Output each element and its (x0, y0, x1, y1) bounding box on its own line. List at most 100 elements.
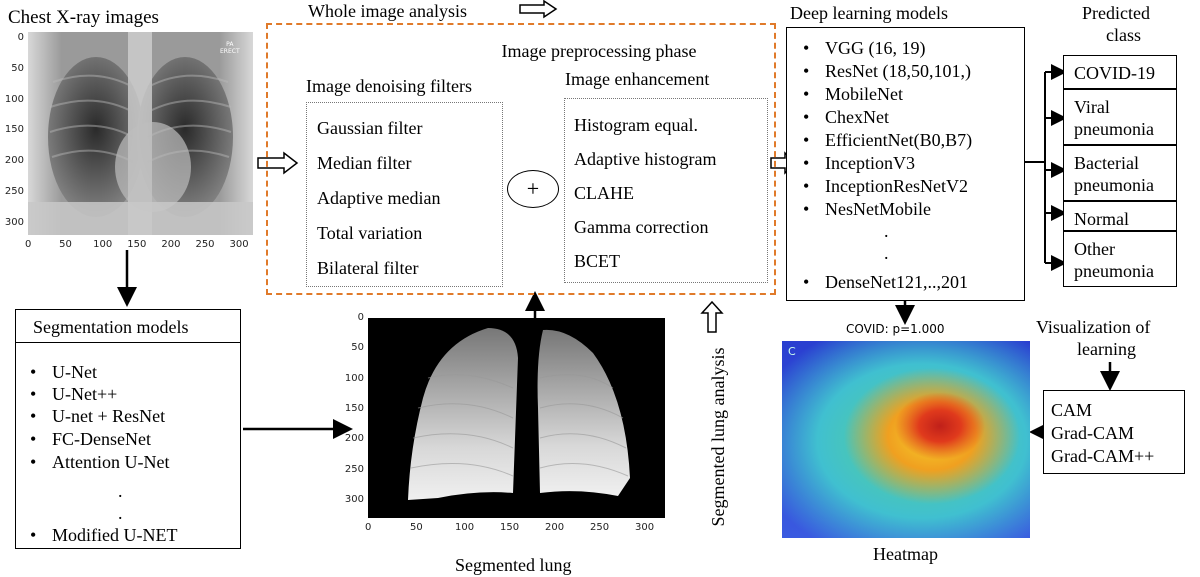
predicted-class-label: pneumonia (1074, 175, 1154, 195)
segmentation-model-item: U-Net (30, 362, 97, 383)
denoising-filter-item: Total variation (317, 223, 423, 243)
x-tick-label: 0 (25, 239, 32, 250)
denoising-title: Image denoising filters (306, 76, 472, 96)
y-tick-label: 200 (4, 155, 24, 167)
enhancement-title: Image enhancement (565, 69, 710, 89)
visualization-method-item: Grad-CAM (1051, 423, 1134, 443)
predicted-class-box: Other pneumonia (1063, 231, 1177, 287)
x-tick-label: 200 (545, 522, 565, 533)
visualization-box (1043, 390, 1185, 474)
y-tick-label: 150 (4, 124, 24, 136)
y-tick-label: 0 (17, 32, 24, 43)
dl-dot-2: . (884, 243, 889, 263)
segmentation-model-item: Attention U-Net (30, 452, 170, 473)
segmented-lung-image (368, 318, 665, 518)
x-tick-label: 250 (195, 239, 215, 250)
enhancement-item: Histogram equal. (574, 115, 698, 135)
whole-image-label: Whole image analysis (308, 1, 467, 21)
segmentation-model-item: FC-DenseNet (30, 429, 151, 450)
dl-dot-1: . (884, 221, 889, 241)
y-tick-label: 150 (344, 402, 364, 414)
segmented-lung-illustration (408, 328, 630, 500)
heatmap-corner-mark: C (788, 345, 796, 358)
chest-xray-image: PA ERECT (28, 32, 253, 235)
segmentation-model-item: U-net + ResNet (30, 406, 165, 427)
enhancement-item: Adaptive histogram (574, 149, 717, 169)
predicted-class-label: Normal (1074, 209, 1129, 229)
predicted-class-label: Viral (1074, 97, 1110, 117)
enhancement-item: CLAHE (574, 183, 634, 203)
y-tick-label: 250 (344, 463, 364, 475)
xray-marker: PA ERECT (220, 41, 240, 55)
predicted-class-label: Other (1074, 239, 1115, 259)
preprocessing-phase-box (266, 23, 776, 295)
y-tick-label: 50 (11, 62, 24, 74)
y-tick-label: 300 (4, 216, 24, 228)
predicted-class-label: Bacterial (1074, 153, 1139, 173)
deep-learning-model-item: ChexNet (803, 107, 889, 128)
predicted-class-label: pneumonia (1074, 261, 1154, 281)
x-tick-label: 100 (455, 522, 475, 533)
y-tick-label: 250 (4, 185, 24, 197)
deep-learning-model-item: EfficientNet(B0,B7) (803, 130, 972, 151)
preprocessing-title: Image preprocessing phase (501, 41, 697, 61)
x-tick-label: 200 (161, 239, 181, 250)
denoising-filter-item: Bilateral filter (317, 258, 419, 278)
plus-sign: + (526, 176, 540, 201)
denoising-filter-item: Adaptive median (317, 188, 441, 208)
segmentation-model-item: Modified U-NET (30, 525, 178, 546)
y-tick-label: 300 (344, 493, 364, 505)
y-tick-label: 0 (357, 312, 364, 323)
predicted-class-label: COVID-19 (1074, 63, 1155, 83)
x-tick-label: 100 (93, 239, 113, 250)
deep-learning-model-item: MobileNet (803, 84, 903, 105)
segmented-lung-analysis-label: Segmented lung analysis (708, 347, 728, 527)
deep-learning-model-item: ResNet (18,50,101,) (803, 61, 971, 82)
y-tick-label: 50 (351, 342, 364, 354)
hollow-arrow-lung-analysis (700, 300, 724, 333)
heatmap-label: COVID: p=1.000 (846, 322, 945, 336)
segmentation-header-box (15, 309, 241, 343)
predicted-class-box: Viral pneumonia (1063, 89, 1177, 145)
denoising-box (306, 102, 503, 287)
deep-learning-model-item: InceptionResNetV2 (803, 176, 968, 197)
xray-illustration (28, 32, 253, 235)
x-tick-label: 300 (635, 522, 655, 533)
denoising-filter-item: Median filter (317, 153, 412, 173)
x-tick-label: 50 (410, 522, 423, 533)
visualization-method-item: CAM (1051, 400, 1093, 420)
heatmap-caption: Heatmap (873, 544, 938, 564)
predicted-class-label: pneumonia (1074, 119, 1154, 139)
enhancement-box (564, 98, 768, 283)
hollow-arrow-whole-image (519, 0, 558, 19)
enhancement-item: BCET (574, 251, 621, 271)
predicted-class-box: Normal (1063, 201, 1177, 231)
segmented-lung-caption: Segmented lung (455, 555, 572, 575)
x-tick-label: 50 (59, 239, 72, 250)
deep-learning-title: Deep learning models (790, 3, 948, 23)
x-tick-label: 300 (229, 239, 249, 250)
seg-dot-2: . (118, 503, 123, 523)
visualization-title-line2: learning (1077, 339, 1136, 359)
y-tick-label: 100 (344, 372, 364, 384)
xray-title: Chest X-ray images (8, 7, 159, 28)
heatmap-image: C (782, 341, 1030, 538)
deep-learning-model-item: NesNetMobile (803, 199, 931, 220)
enhancement-item: Gamma correction (574, 217, 709, 237)
deep-learning-model-item: DenseNet121,..,201 (803, 272, 968, 293)
plus-circle: + (507, 170, 559, 208)
x-tick-label: 150 (127, 239, 147, 250)
visualization-method-item: Grad-CAM++ (1051, 446, 1155, 466)
deep-learning-model-item: InceptionV3 (803, 153, 915, 174)
x-tick-label: 150 (500, 522, 520, 533)
denoising-filter-item: Gaussian filter (317, 118, 423, 138)
predicted-title-line1: Predicted (1082, 3, 1150, 23)
segmentation-title: Segmentation models (33, 317, 189, 337)
predicted-title-line2: class (1106, 25, 1141, 45)
predicted-class-box: COVID-19 (1063, 55, 1177, 89)
x-tick-label: 0 (365, 522, 372, 533)
y-tick-label: 200 (344, 433, 364, 445)
visualization-title-line1: Visualization of (1036, 317, 1151, 337)
x-tick-label: 250 (590, 522, 610, 533)
